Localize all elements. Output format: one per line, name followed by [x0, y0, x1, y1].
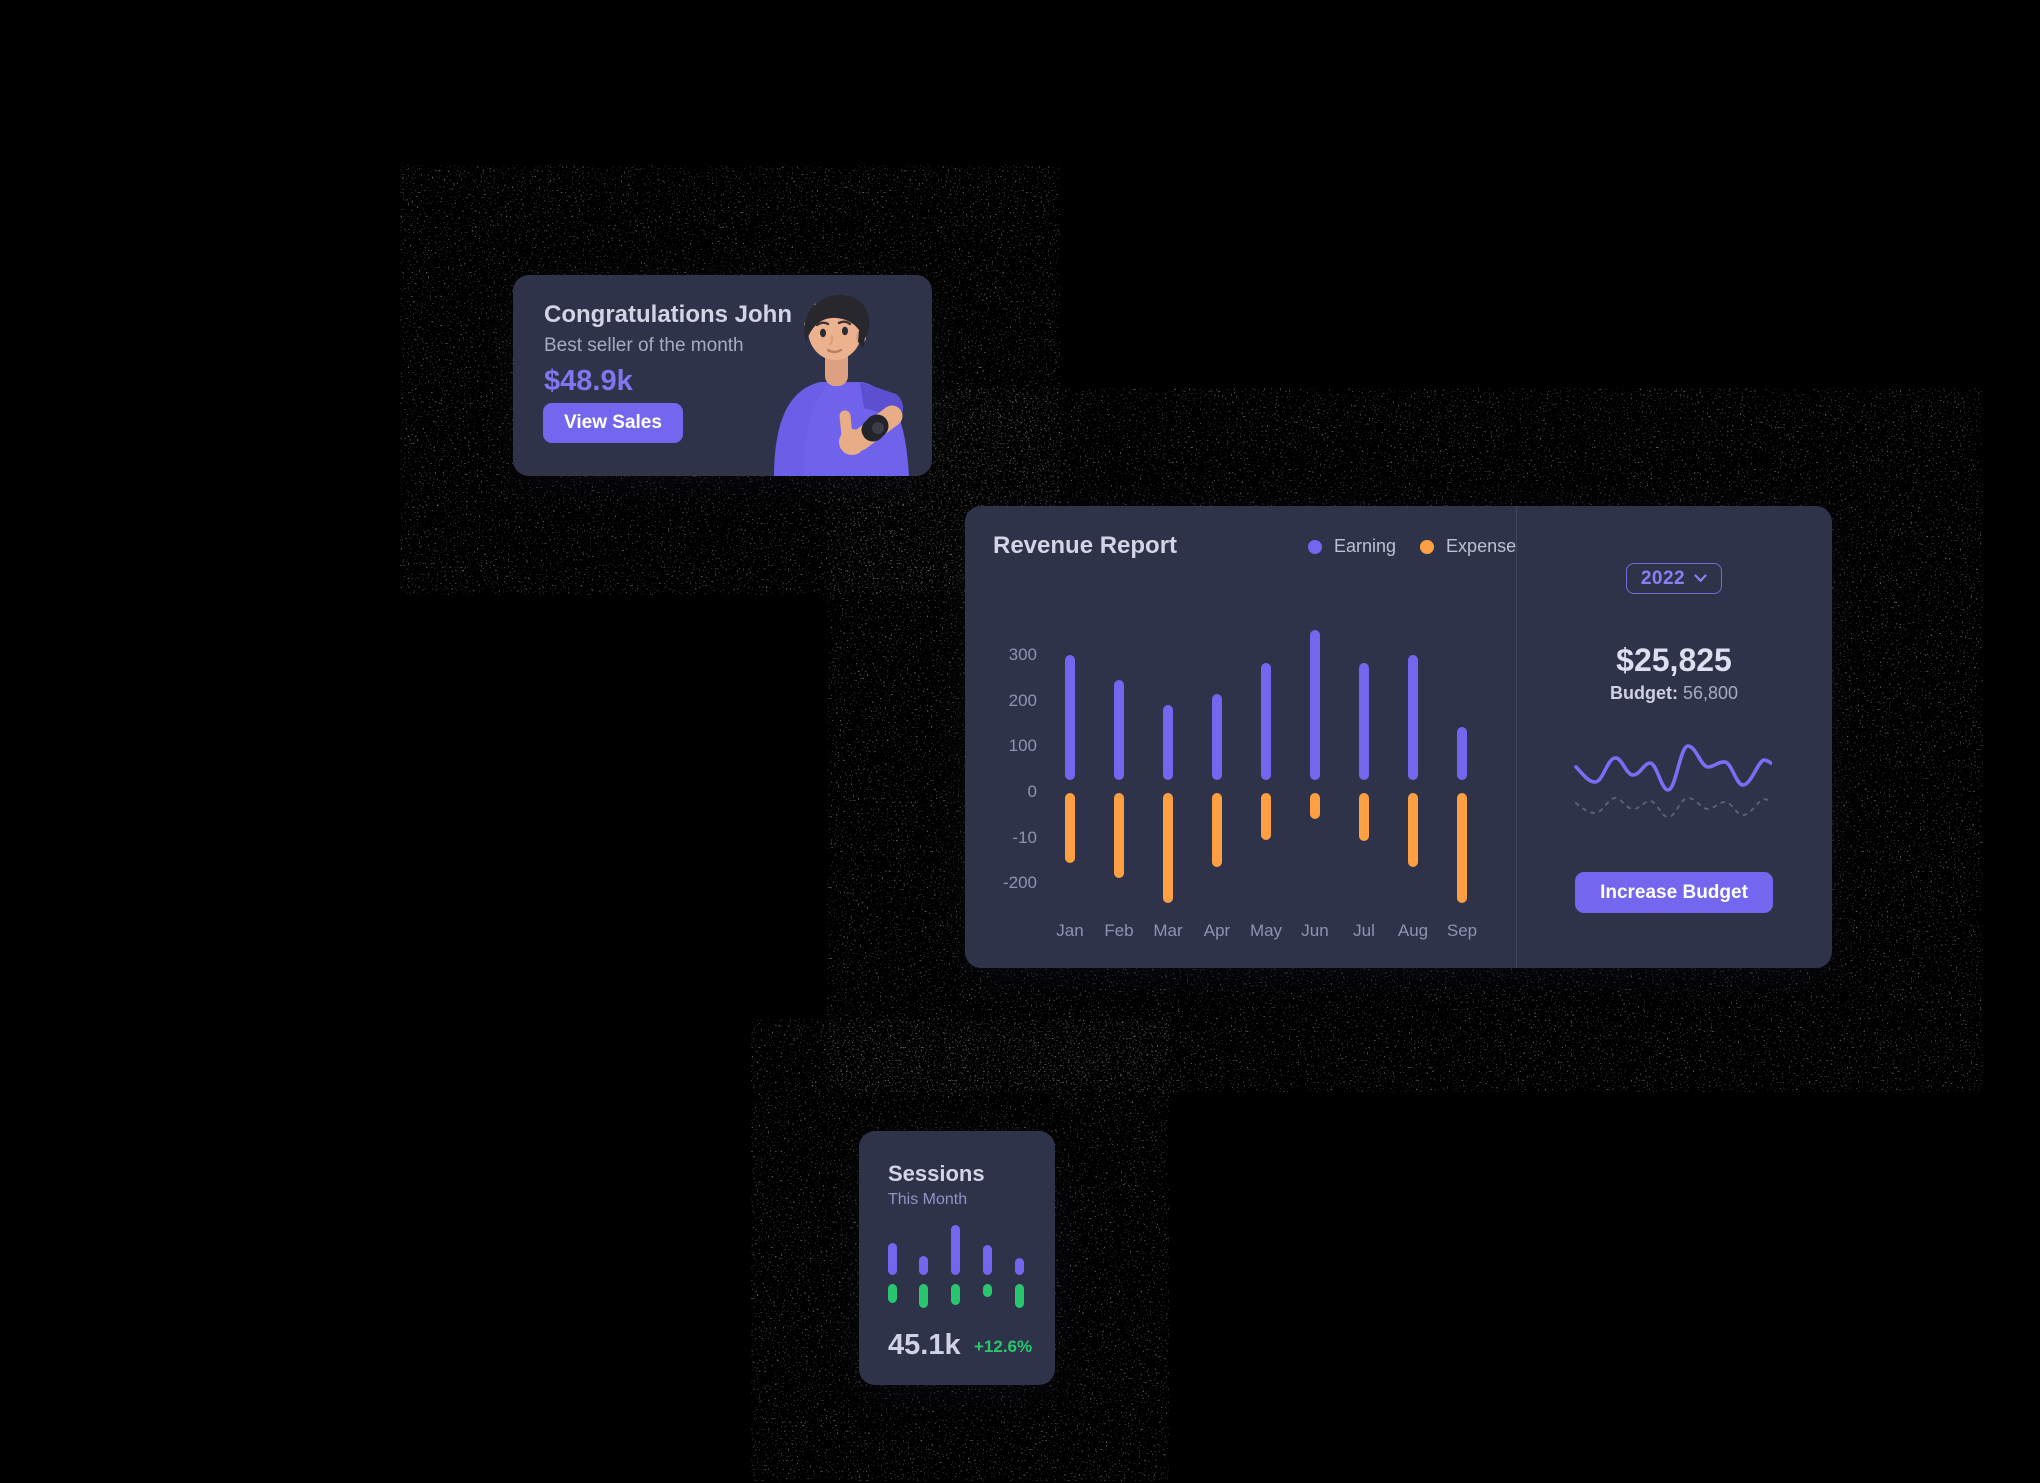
x-axis-month-label: Jul	[1353, 921, 1375, 940]
legend-earning-label: Earning	[1334, 536, 1397, 556]
earning-bar	[1065, 654, 1075, 780]
sessions-total: 45.1k	[888, 1329, 961, 1361]
increase-budget-button[interactable]: Increase Budget	[1575, 872, 1773, 913]
expense-bar	[1212, 793, 1222, 867]
budget-label: Budget:	[1609, 683, 1678, 703]
sessions-mini-chart	[859, 1131, 1055, 1385]
revenue-total: $25,825	[1616, 642, 1732, 678]
earning-bar	[1114, 680, 1124, 780]
congrats-amount: $48.9k	[544, 365, 633, 397]
sessions-up-bar	[982, 1245, 992, 1275]
sessions-up-bar	[1014, 1258, 1024, 1275]
sessions-up-bar	[887, 1243, 897, 1275]
y-tick-label: -200	[1002, 873, 1037, 893]
sessions-down-bar	[887, 1284, 897, 1303]
sessions-down-bar	[951, 1284, 961, 1305]
expense-bar	[1408, 793, 1418, 867]
revenue-bar-chart: 300 200 100 0 -10 -200 Jan Feb Mar Apr May Jun Jul Au…	[965, 506, 1516, 968]
budget-sparkline-chart	[1574, 744, 1772, 819]
expense-dot-icon	[1420, 539, 1435, 554]
x-axis-month-label: May	[1249, 921, 1283, 940]
panel-divider	[1516, 506, 1517, 968]
sparkline-actual-line	[1574, 744, 1772, 792]
earning-bar	[1261, 663, 1271, 780]
earning-bar	[1408, 654, 1418, 780]
seller-avatar-illustration	[774, 295, 909, 476]
earning-bar	[1359, 663, 1369, 780]
legend-item-earning[interactable]: Earning	[1308, 536, 1396, 557]
x-axis-month-label: Jun	[1301, 921, 1329, 940]
sessions-card: Sessions This Month 45.1k +12.6%	[859, 1131, 1055, 1385]
congrats-title-text: Congratulations John	[544, 301, 792, 328]
x-axis-month-label: Apr	[1203, 921, 1231, 940]
y-tick-label: 300	[1008, 645, 1037, 664]
congratulations-card: Congratulations John Best seller of the …	[513, 275, 932, 476]
y-tick-label: 0	[1027, 782, 1037, 801]
y-tick-label: 200	[1008, 690, 1037, 710]
legend-item-expense[interactable]: Expense	[1420, 536, 1516, 557]
earning-bar	[1310, 630, 1320, 780]
x-axis-month-label: Mar	[1153, 921, 1183, 940]
earning-bar	[1163, 705, 1173, 780]
sessions-down-bar	[982, 1284, 992, 1297]
chart-legend: Earning Expense	[1308, 536, 1516, 557]
revenue-report-title: Revenue Report	[993, 532, 1178, 559]
expense-bar	[1457, 793, 1467, 903]
earning-dot-icon	[1308, 539, 1322, 554]
sessions-up-bar	[919, 1256, 929, 1275]
chevron-down-icon	[1694, 574, 1707, 582]
y-tick-label: 100	[1008, 736, 1037, 756]
sparkline-reference-line	[1575, 796, 1772, 819]
x-axis-month-label: Jan	[1056, 921, 1084, 940]
expense-bar	[1310, 793, 1320, 819]
expense-bar	[1065, 793, 1075, 863]
revenue-budget-line: Budget: 56,800	[1526, 683, 1822, 704]
budget-value: 56,800	[1682, 683, 1739, 703]
view-sales-button[interactable]: View Sales	[543, 403, 683, 443]
sessions-subtitle: This Month	[888, 1191, 968, 1208]
legend-expense-label: Expense	[1446, 536, 1517, 556]
sessions-down-bar	[1014, 1284, 1024, 1308]
sessions-title: Sessions	[888, 1161, 985, 1186]
expense-bar	[1261, 793, 1271, 840]
congrats-subtitle: Best seller of the month	[544, 335, 744, 356]
revenue-report-card: Revenue Report Earning Expense 300 200 100…	[965, 506, 1832, 968]
x-axis-month-label: Feb	[1104, 921, 1134, 940]
expense-bar	[1359, 793, 1369, 841]
sessions-delta-badge: +12.6%	[974, 1337, 1033, 1356]
sessions-down-bar	[919, 1284, 929, 1308]
year-selector-dropdown[interactable]: 2022	[1626, 563, 1722, 594]
x-axis-month-label: Aug	[1397, 921, 1429, 940]
expense-bar	[1114, 793, 1124, 878]
earning-bar	[1212, 694, 1222, 780]
year-selector-label: 2022	[1640, 567, 1686, 589]
earning-bar	[1457, 727, 1467, 780]
y-tick-label: -10	[1012, 827, 1037, 847]
sessions-up-bar	[951, 1225, 961, 1275]
x-axis-month-label: Sep	[1446, 921, 1478, 940]
expense-bar	[1163, 793, 1173, 903]
